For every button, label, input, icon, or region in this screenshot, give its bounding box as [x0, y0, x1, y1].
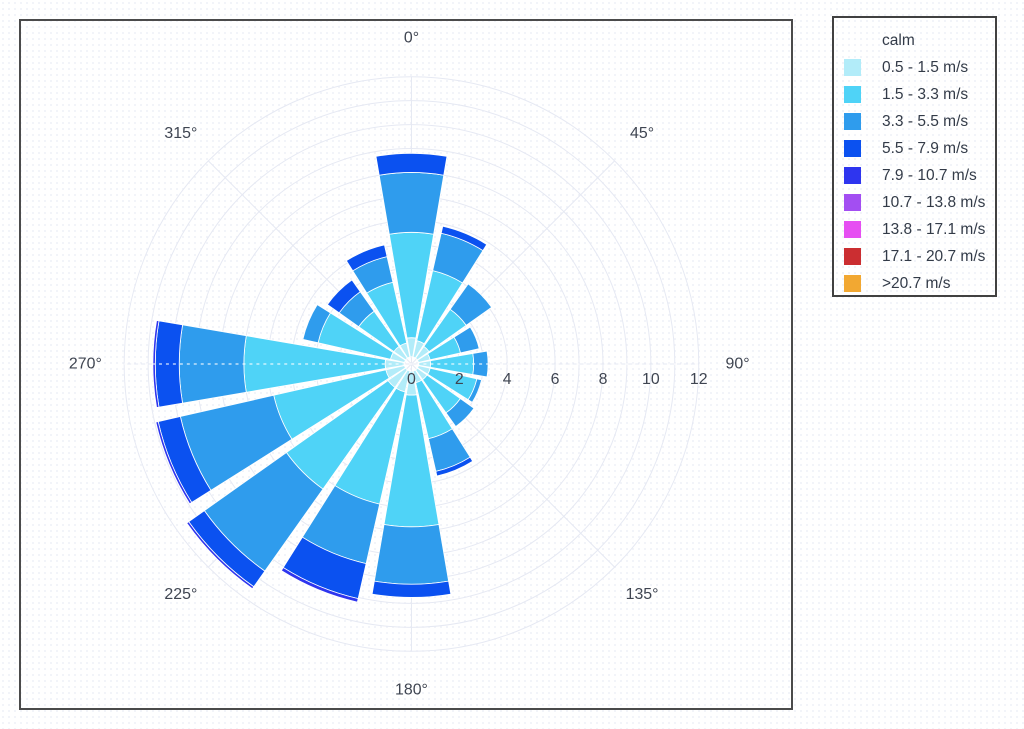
legend-swatch [844, 221, 861, 238]
petal-segment-NNE-bin4 [440, 225, 488, 252]
legend-item[interactable]: 5.5 - 7.9 m/s [834, 135, 995, 162]
petal-segment-ENE-bin3 [453, 326, 480, 354]
legend-item-label: 5.5 - 7.9 m/s [882, 139, 969, 157]
petal-NE [415, 283, 493, 361]
legend-item[interactable]: 1.5 - 3.3 m/s [834, 81, 995, 108]
petal-segment-SW-bin5 [186, 521, 255, 590]
legend-swatch [844, 194, 861, 211]
petal-WSW [155, 365, 406, 505]
legend-item[interactable]: 10.7 - 13.8 m/s [834, 189, 995, 216]
polar-chart-area: 0 2 4 6 8 10 12 0° 45° 90° 135° 180° 225° 270° 315° [19, 19, 793, 710]
radial-tick-label: 2 [455, 371, 464, 388]
petal-NNE [412, 225, 488, 359]
angle-label: 180° [395, 682, 428, 699]
legend-item[interactable]: 13.8 - 17.1 m/s [834, 216, 995, 243]
legend-title-row: calm [834, 27, 995, 54]
petal-segment-N-bin4 [375, 152, 448, 176]
petal-segment-NE-bin3 [449, 283, 493, 326]
radial-tick-label: 4 [503, 371, 512, 388]
legend-item-label: 7.9 - 10.7 m/s [882, 166, 977, 184]
petal-segment-S-bin4 [371, 580, 452, 598]
legend-item-label: 3.3 - 5.5 m/s [882, 112, 969, 130]
petal-WNW [302, 304, 406, 363]
radial-tick-labels: 0 2 4 6 8 10 12 [407, 371, 708, 388]
legend-item-label: 17.1 - 20.7 m/s [882, 247, 986, 265]
radial-tick-label: 10 [642, 371, 660, 388]
petal-segment-ESE-bin3 [467, 378, 482, 403]
angle-label: 270° [69, 356, 102, 373]
legend-item[interactable]: 17.1 - 20.7 m/s [834, 243, 995, 270]
petal-SE [415, 367, 475, 428]
petal-SSW [280, 369, 411, 603]
wind-rose-chart: 0 2 4 6 8 10 12 0° 45° 90° 135° 180° 225° 270° 315° [69, 29, 750, 698]
legend-item[interactable]: 7.9 - 10.7 m/s [834, 162, 995, 189]
angle-labels: 0° 45° 90° 135° 180° 225° 270° 315° [69, 29, 750, 698]
legend-item-label: 10.7 - 13.8 m/s [882, 193, 986, 211]
legend-item-label: >20.7 m/s [882, 274, 951, 292]
petal-segment-SE-bin3 [445, 398, 475, 428]
petal-S [371, 370, 452, 598]
angle-label: 0° [404, 29, 419, 46]
legend-item[interactable]: 0.5 - 1.5 m/s [834, 54, 995, 81]
petal-segment-NW-bin4 [326, 279, 361, 314]
petal-segment-S-bin3 [373, 524, 450, 585]
petal-segment-SSW-bin5 [280, 567, 359, 603]
legend-item-label: 1.5 - 3.3 m/s [882, 85, 969, 103]
radial-tick-label: 12 [690, 371, 708, 388]
petal-segment-SSE-bin4 [435, 456, 474, 477]
wind-rose-petals [152, 152, 493, 603]
legend-swatch [844, 140, 861, 157]
petal-segment-WSW-bin5 [155, 421, 193, 505]
legend-swatch [844, 275, 861, 292]
angle-label: 90° [726, 356, 750, 373]
legend-items: 0.5 - 1.5 m/s 1.5 - 3.3 m/s 3.3 - 5.5 m/s 5… [834, 54, 995, 297]
petal-ENE [416, 326, 480, 363]
legend-swatch [844, 248, 861, 265]
legend-item[interactable]: 3.3 - 5.5 m/s [834, 108, 995, 135]
petal-SSE [412, 369, 474, 477]
radial-tick-label: 6 [551, 371, 560, 388]
angle-label: 135° [626, 586, 659, 603]
legend-item-label: 0.5 - 1.5 m/s [882, 58, 969, 76]
radial-tick-label: 0 [407, 371, 416, 388]
petal-N [375, 152, 448, 358]
angle-label: 315° [164, 125, 197, 142]
legend-item[interactable]: >20.7 m/s [834, 270, 995, 297]
petal-SW [186, 367, 408, 590]
legend-box: calm 0.5 - 1.5 m/s 1.5 - 3.3 m/s 3.3 - 5.5… [832, 16, 997, 297]
legend-swatch [844, 86, 861, 103]
radial-tick-label: 8 [599, 371, 608, 388]
angle-label: 45° [630, 125, 654, 142]
petal-segment-W-bin5 [152, 319, 160, 409]
petal-segment-WNW-bin3 [302, 304, 331, 344]
legend-item-label: 13.8 - 17.1 m/s [882, 220, 986, 238]
angle-label: 225° [164, 586, 197, 603]
legend-swatch [844, 167, 861, 184]
petal-NNW [345, 244, 411, 359]
legend-swatch [844, 59, 861, 76]
petal-segment-N-bin3 [378, 172, 445, 235]
petal-segment-NNW-bin4 [345, 244, 388, 272]
legend-title: calm [882, 31, 915, 49]
legend-swatch [844, 113, 861, 130]
